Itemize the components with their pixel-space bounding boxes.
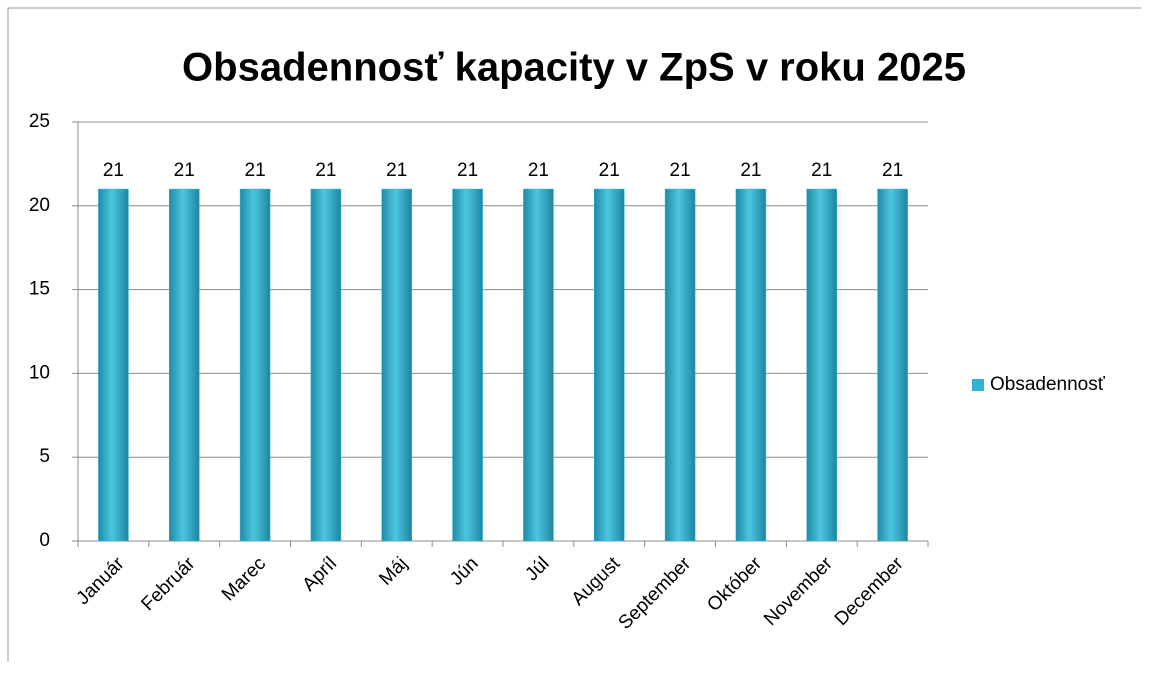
data-label: 21 xyxy=(174,160,195,181)
bar xyxy=(664,188,696,542)
bar xyxy=(169,188,200,542)
data-label: 21 xyxy=(740,160,761,181)
data-label: 21 xyxy=(811,160,832,181)
data-label: 21 xyxy=(315,160,336,181)
x-tick-label: August xyxy=(568,553,625,610)
x-tick-label: Marec xyxy=(218,553,270,605)
x-tick-label: Máj xyxy=(375,553,412,590)
data-label: 21 xyxy=(670,160,691,181)
x-tick-label: Jún xyxy=(446,553,483,590)
bar xyxy=(381,188,412,542)
x-tick-label: Október xyxy=(703,553,766,616)
legend-swatch xyxy=(972,379,984,391)
data-label: 21 xyxy=(882,160,903,181)
x-tick-label: Február xyxy=(137,553,199,615)
bar xyxy=(452,188,483,542)
bar xyxy=(239,188,271,542)
chart-title: Obsadennosť kapacity v ZpS v roku 2025 xyxy=(182,46,966,90)
x-tick-label: Január xyxy=(73,553,129,609)
bar xyxy=(877,188,908,542)
bar xyxy=(523,188,554,542)
x-tick-label: Apríl xyxy=(299,553,341,595)
y-tick-label: 15 xyxy=(29,279,50,300)
data-label: 21 xyxy=(103,160,124,181)
data-label: 21 xyxy=(599,160,620,181)
x-tick-label: Júl xyxy=(521,553,553,585)
chart-frame xyxy=(7,7,1141,662)
y-tick-label: 5 xyxy=(39,446,50,467)
y-tick-label: 0 xyxy=(39,530,50,551)
data-label: 21 xyxy=(245,160,266,181)
legend-label: Obsadennosť xyxy=(990,374,1106,395)
y-tick-label: 10 xyxy=(29,362,50,383)
x-tick-label: December xyxy=(831,553,908,630)
bar xyxy=(594,188,625,542)
bar xyxy=(310,188,342,542)
data-label: 21 xyxy=(457,160,478,181)
data-label: 21 xyxy=(386,160,407,181)
bar xyxy=(806,188,837,542)
x-tick-label: September xyxy=(615,553,696,634)
y-tick-label: 25 xyxy=(29,111,50,132)
y-tick-label: 20 xyxy=(29,195,50,216)
bar xyxy=(735,188,767,542)
data-label: 21 xyxy=(528,160,549,181)
bar xyxy=(98,188,129,542)
x-tick-label: November xyxy=(760,553,837,630)
